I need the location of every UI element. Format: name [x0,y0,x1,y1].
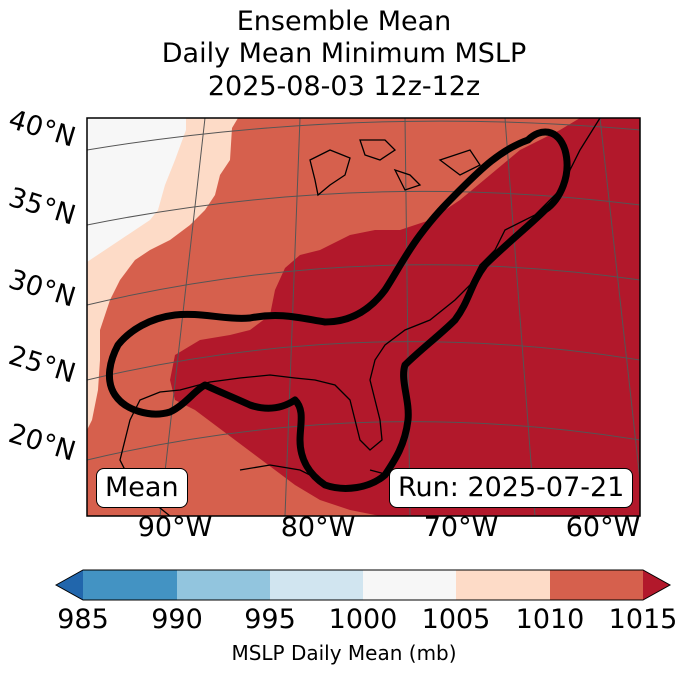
lon-label-60w: 60°W [565,512,641,543]
cbar-extend-low [56,570,83,600]
cbar-tick-1000: 1000 [328,604,398,635]
title-line-2: Daily Mean Minimum MSLP [161,38,527,69]
map-frame [86,117,641,517]
title-line-1: Ensemble Mean [236,6,452,37]
lon-label-90w: 90°W [137,512,213,543]
lon-label-70w: 70°W [423,512,499,543]
cbar-tick-1005: 1005 [421,604,491,635]
cbar-extend-high [643,570,670,600]
cbar-tick-1010: 1010 [515,604,585,635]
cbar-seg-1000-1005 [363,570,456,600]
field-darkred [170,118,640,516]
cbar-outline [54,569,672,601]
cbar-seg-1005-1010 [456,570,550,600]
cbar-tick-1015: 1015 [608,604,678,635]
colorbar-label: MSLP Daily Mean (mb) [231,641,457,665]
lon-label-80w: 80°W [280,512,356,543]
cbar-tick-985: 985 [57,604,109,635]
cbar-tick-990: 990 [151,604,203,635]
run-date-box: Run: 2025-07-21 [389,468,634,508]
cbar-seg-985-990 [83,570,177,600]
pressure-field [87,118,640,516]
title-line-3: 2025-08-03 12z-12z [207,71,481,102]
cbar-seg-995-1000 [270,570,363,600]
cbar-tick-995: 995 [244,604,296,635]
cbar-seg-1010-1015 [550,570,643,600]
cbar-seg-990-995 [177,570,270,600]
mean-label-box: Mean [96,468,188,508]
field-white [87,118,186,262]
probability-contour [105,128,571,492]
